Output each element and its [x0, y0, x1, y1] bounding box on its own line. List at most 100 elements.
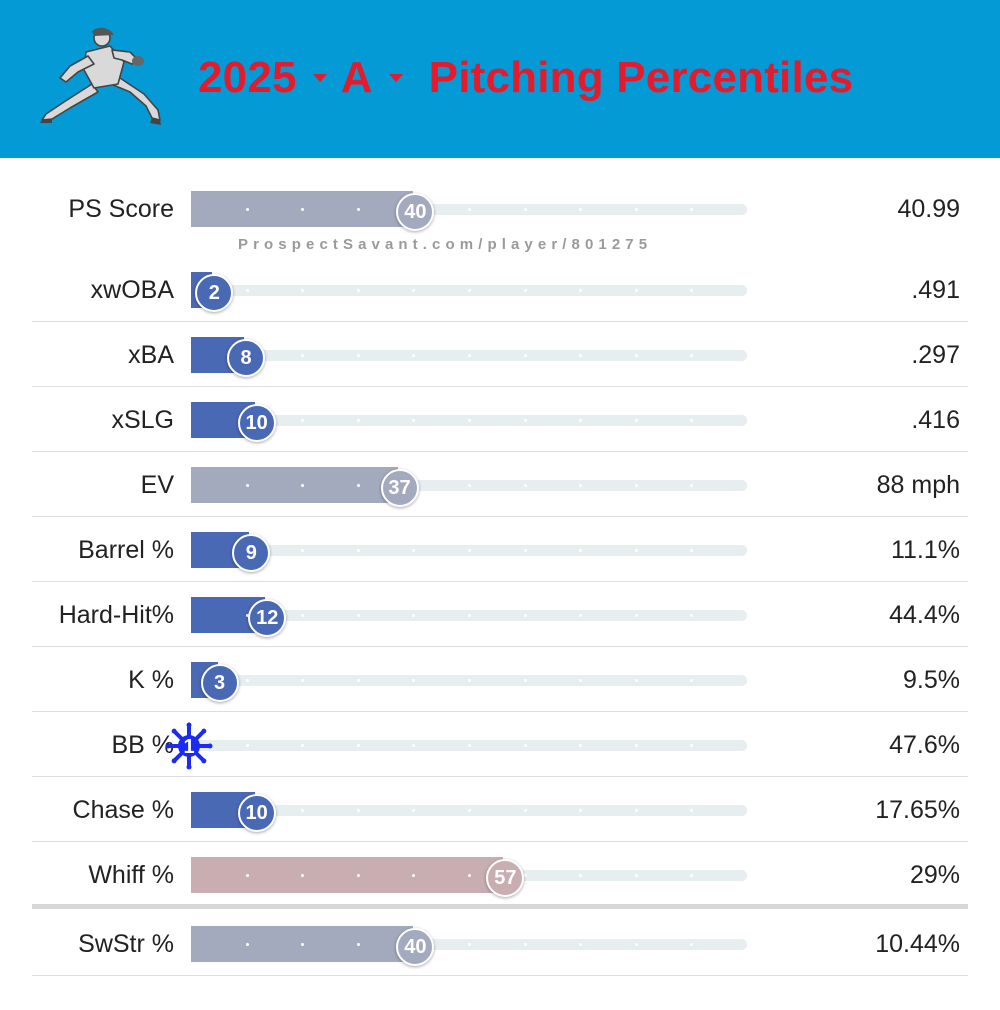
track-tick — [468, 679, 471, 682]
bar-tick — [412, 874, 416, 877]
track-tick — [690, 614, 694, 617]
track-tick — [356, 354, 360, 357]
metric-label: EV — [140, 471, 174, 499]
track-tick — [412, 289, 416, 292]
track-tick — [690, 289, 694, 292]
track-tick — [468, 419, 471, 422]
track-tick — [245, 744, 249, 747]
percentile-badge: 10 — [237, 794, 276, 832]
metric-value: 88 mph — [876, 471, 960, 499]
track-tick — [634, 289, 638, 292]
track-tick — [301, 679, 305, 682]
track-tick — [301, 744, 305, 747]
track-tick — [468, 484, 471, 487]
percentile-badge: 10 — [237, 404, 276, 442]
track-tick — [356, 614, 360, 617]
pitcher-logo-icon — [40, 27, 161, 125]
track-tick — [356, 744, 360, 747]
metric-value: .416 — [911, 406, 960, 434]
row-divider — [32, 580, 968, 582]
percentile-badge: 9 — [232, 534, 271, 572]
track-tick — [523, 744, 527, 747]
track-tick — [523, 874, 527, 877]
table-row: Hard-Hit% 12 44.4% — [32, 583, 968, 647]
track-tick — [412, 679, 416, 682]
track-tick — [579, 354, 583, 357]
year-dropdown[interactable]: 2025 — [198, 53, 341, 103]
track-tick — [523, 419, 527, 422]
table-row: Chase % 10 17.65% — [32, 778, 968, 842]
percentile-badge: 12 — [248, 599, 287, 637]
track-tick — [468, 208, 471, 211]
track-tick — [690, 208, 694, 211]
bar-tick — [245, 614, 249, 617]
row-divider — [32, 710, 968, 712]
track-tick — [523, 208, 527, 211]
watermark-url: ProspectSavant.com/player/801275 — [238, 236, 653, 253]
metric-label: BB % — [111, 731, 174, 759]
track-tick — [690, 354, 694, 357]
bar-tick — [245, 208, 249, 211]
track-tick — [523, 679, 527, 682]
chevron-down-icon — [388, 74, 403, 82]
track-tick — [468, 614, 471, 617]
row-divider — [32, 320, 968, 322]
metric-label: Barrel % — [78, 536, 174, 564]
track-tick — [412, 419, 416, 422]
bar-tick — [301, 208, 305, 211]
track-tick — [579, 289, 583, 292]
track-tick — [690, 744, 694, 747]
bar-tick — [301, 874, 305, 877]
track-tick — [468, 809, 471, 812]
track-tick — [634, 208, 638, 211]
bar-tick — [245, 484, 249, 487]
percentile-badge: 40 — [396, 928, 435, 966]
bar-tick — [356, 208, 360, 211]
track-tick — [579, 943, 583, 946]
metric-value: 29% — [909, 861, 960, 889]
percentile-badge: 40 — [396, 193, 435, 231]
track-tick — [634, 549, 638, 552]
track-tick — [634, 679, 638, 682]
metric-label: Hard-Hit% — [58, 601, 174, 629]
metric-value: 47.6% — [889, 731, 960, 759]
table-row: xBA 8 .297 — [32, 323, 968, 387]
page-title: 2025 A Pitching Percentiles — [198, 48, 853, 108]
track-tick — [523, 549, 527, 552]
track-tick — [301, 809, 305, 812]
track-tick — [690, 679, 694, 682]
percentile-bar — [191, 857, 504, 893]
row-divider — [32, 904, 968, 909]
metric-label: PS Score — [68, 195, 174, 223]
level-dropdown-label: A — [340, 53, 373, 102]
level-dropdown[interactable]: A — [341, 53, 417, 103]
metric-label: SwStr % — [78, 930, 174, 958]
track-tick — [690, 484, 694, 487]
row-divider — [32, 385, 968, 387]
track-tick — [690, 809, 694, 812]
track-tick — [634, 809, 638, 812]
track-tick — [412, 809, 416, 812]
track-tick — [579, 744, 583, 747]
bar-tick — [356, 874, 360, 877]
track-tick — [634, 354, 638, 357]
track-tick — [523, 354, 527, 357]
row-divider — [32, 450, 968, 452]
track-tick — [690, 874, 694, 877]
percentile-track — [191, 545, 747, 556]
metric-value: 9.5% — [903, 666, 960, 694]
track-tick — [412, 614, 416, 617]
track-tick — [468, 744, 471, 747]
header-banner: 2025 A Pitching Percentiles — [0, 0, 1000, 158]
metric-label: xSLG — [111, 406, 174, 434]
table-row: Barrel % 9 11.1% — [32, 518, 968, 582]
percentile-badge: 2 — [195, 274, 234, 312]
track-tick — [690, 419, 694, 422]
bar-tick — [301, 484, 305, 487]
row-divider — [32, 840, 968, 842]
track-tick — [468, 289, 471, 292]
track-tick — [301, 289, 305, 292]
track-tick — [634, 943, 638, 946]
track-tick — [523, 809, 527, 812]
